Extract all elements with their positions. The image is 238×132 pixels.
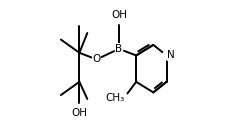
Text: N: N [167,50,175,60]
Text: OH: OH [111,10,127,20]
Text: CH₃: CH₃ [105,93,124,103]
Text: OH: OH [71,108,87,118]
Text: B: B [115,44,123,54]
Text: O: O [92,54,101,64]
